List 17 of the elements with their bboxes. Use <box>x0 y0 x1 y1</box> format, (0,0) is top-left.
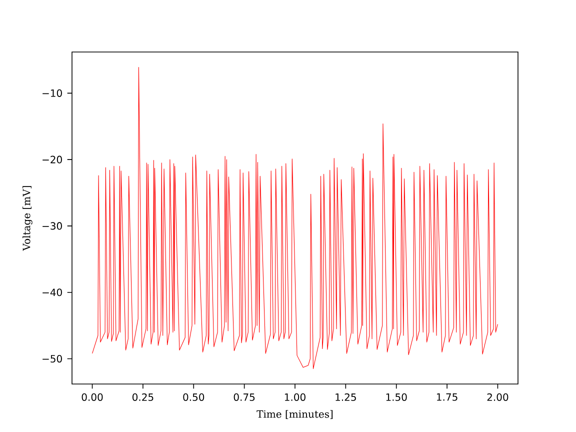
y-tick-label: −50 <box>42 354 62 363</box>
y-tick-label: −20 <box>42 156 62 164</box>
x-tick-label: 1.25 <box>336 393 356 401</box>
x-tick-label: 0.00 <box>82 393 103 401</box>
y-tick-label: −10 <box>42 89 62 97</box>
y-axis-title: Voltage [mV] <box>22 186 32 251</box>
x-axis-title: Time [minutes] <box>256 410 333 419</box>
y-tick-label: −40 <box>42 288 62 296</box>
line-series <box>92 67 498 369</box>
x-tick-label: 2.00 <box>487 393 508 401</box>
x-tick-label: 0.50 <box>183 393 204 401</box>
x-tick-label: 0.25 <box>132 393 154 401</box>
x-tick-label: 1.50 <box>386 393 407 401</box>
y-tick-label: −30 <box>42 222 62 230</box>
x-tick-label: 0.75 <box>234 393 255 401</box>
x-tick-label: 1.75 <box>437 393 458 401</box>
x-tick-label: 1.00 <box>284 393 306 401</box>
